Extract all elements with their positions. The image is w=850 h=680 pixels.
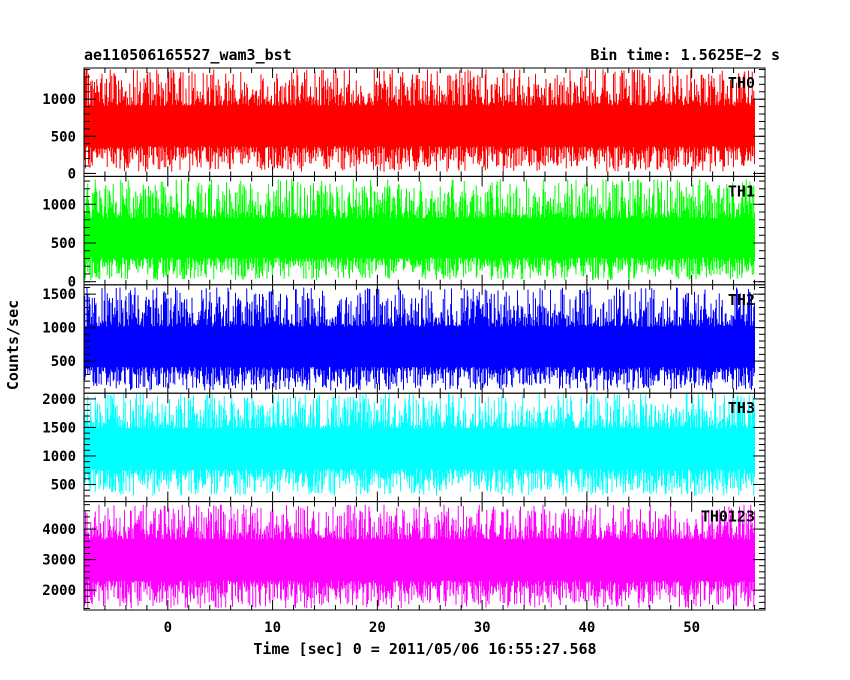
x-tick-label: 0 [164, 620, 172, 636]
panel-th0: 0 500 1000 TH0 [42, 67, 766, 182]
panel-frame [83, 501, 766, 611]
y-tick-label: 4000 [42, 522, 76, 538]
series-label-th3: TH3 [728, 399, 755, 417]
x-axis-label: Time [sec] 0 = 2011/05/06 16:55:27.568 [253, 640, 596, 658]
y-tick-label: 2000 [42, 392, 76, 408]
y-tick-label: 1000 [42, 449, 76, 465]
y-tick-label: 500 [51, 477, 76, 493]
y-tick-label: 1000 [42, 197, 76, 213]
series-label-th0: TH0 [728, 74, 755, 92]
series-label-th1: TH1 [728, 182, 755, 200]
series-label-th0123: TH0123 [701, 508, 755, 526]
y-tick-label: 1500 [42, 420, 76, 436]
panel-th1: 0 500 1000 TH1 [42, 175, 766, 291]
series-label-th2: TH2 [728, 291, 755, 309]
y-tick-label: 500 [51, 129, 76, 145]
chart-title-left: ae110506165527_wam3_bst [84, 46, 292, 64]
y-tick-label: 2000 [42, 583, 76, 599]
x-tick-label: 30 [474, 620, 491, 636]
y-tick-label: 3000 [42, 553, 76, 569]
y-axis-label: Counts/sec [4, 300, 22, 390]
y-tick-label: 1500 [42, 287, 76, 303]
panel-th2: 500 1000 1500 TH2 [42, 284, 766, 394]
x-tick-label: 20 [369, 620, 386, 636]
y-tick-label: 1000 [42, 92, 76, 108]
series-line-th0 [83, 69, 755, 172]
y-tick-label: 0 [68, 166, 76, 182]
chart-title-right: Bin time: 1.5625E−2 s [590, 46, 780, 64]
x-tick-label: 40 [578, 620, 595, 636]
series-line-th1 [83, 179, 755, 280]
y-tick-label: 500 [51, 354, 76, 370]
y-tick-label: 500 [51, 236, 76, 252]
series-line-th3 [83, 393, 755, 496]
panel-th3: 500 1000 1500 2000 TH3 [42, 392, 766, 503]
x-tick-label: 50 [683, 620, 700, 636]
x-tick-label: 10 [264, 620, 281, 636]
y-tick-label: 0 [68, 275, 76, 291]
series-line-th2 [83, 287, 755, 391]
panel-th0123: 2000 3000 4000 TH0123 [42, 501, 766, 611]
y-tick-label: 1000 [42, 321, 76, 337]
series-line-th0123 [83, 504, 755, 609]
